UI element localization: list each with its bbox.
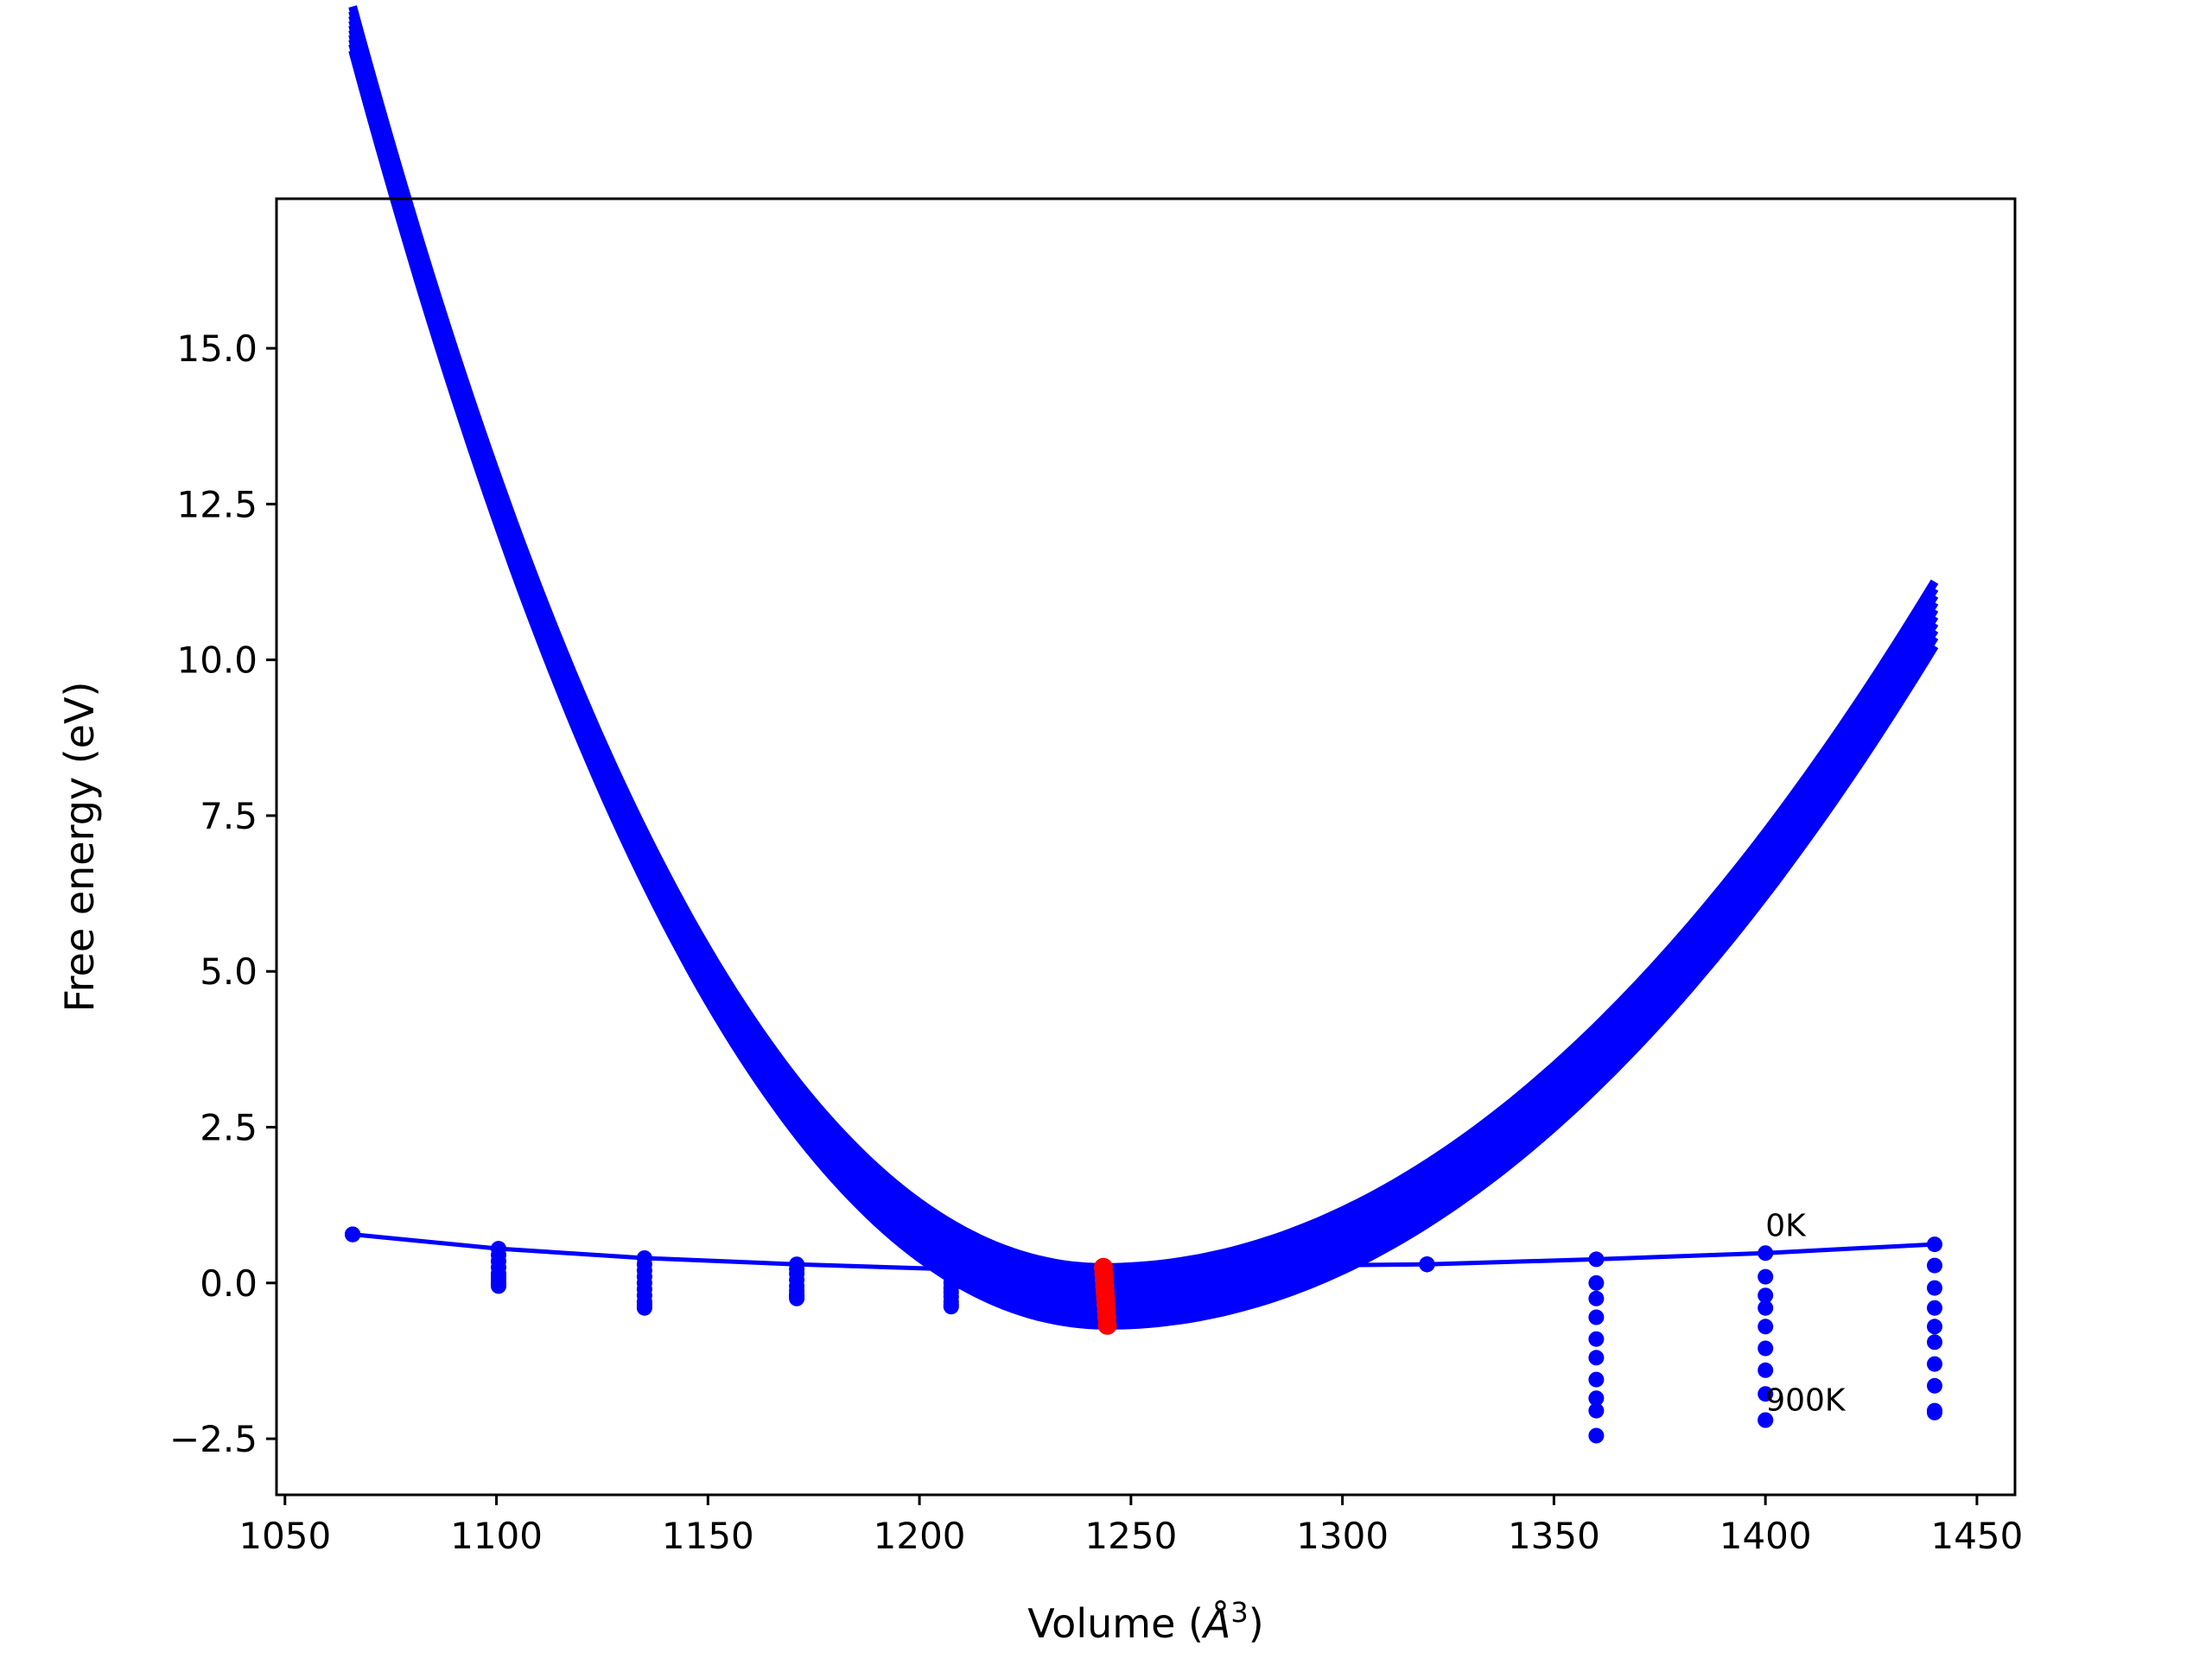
data-point (1758, 1319, 1774, 1335)
x-axis-label: Volume (Å3) (1027, 1596, 1263, 1647)
fit-curve (348, 10, 1939, 1279)
x-axis-label-close: ) (1249, 1600, 1264, 1647)
data-point (1927, 1377, 1942, 1394)
fit-curve (348, 23, 1939, 1297)
data-point (1927, 1280, 1942, 1296)
y-tick-label: 15.0 (176, 327, 257, 370)
x-axis-label-exponent: 3 (1230, 1596, 1248, 1629)
data-point (1758, 1268, 1774, 1285)
data-point (1588, 1251, 1605, 1268)
fit-curve (348, 38, 1939, 1316)
y-tick-label: 12.5 (176, 483, 257, 525)
x-tick-label: 1300 (1296, 1515, 1389, 1557)
fit-curve (348, 14, 1939, 1285)
data-point (1588, 1371, 1605, 1388)
x-tick-label: 1100 (450, 1515, 543, 1557)
data-point (1927, 1356, 1942, 1372)
fit-curves (348, 5, 1939, 1330)
x-tick-label: 1450 (1930, 1515, 2023, 1557)
minima-points (1094, 1257, 1117, 1335)
fit-curve (348, 5, 1939, 1272)
fit-curve (348, 29, 1939, 1303)
minimum-point (1097, 1315, 1117, 1335)
data-point (1758, 1300, 1774, 1316)
y-tick-label: 7.5 (200, 795, 257, 837)
fit-curve (348, 48, 1939, 1330)
data-point (1758, 1362, 1774, 1378)
data-point (789, 1290, 805, 1306)
y-tick-label: 5.0 (200, 950, 257, 993)
data-point (1588, 1390, 1605, 1407)
data-point (1588, 1309, 1605, 1325)
data-point (1927, 1334, 1942, 1351)
data-point (1588, 1331, 1605, 1347)
y-tick-label: −2.5 (169, 1418, 257, 1460)
x-tick-label: 1350 (1508, 1515, 1600, 1557)
annotation-0k: 0K (1765, 1209, 1807, 1244)
data-point (1588, 1350, 1605, 1366)
data-point (1927, 1300, 1942, 1316)
x-tick-label: 1400 (1719, 1515, 1812, 1557)
y-axis-ticks: −2.5 0.0 2.5 5.0 7.5 10.0 12.5 15.0 (169, 327, 276, 1460)
data-point (491, 1278, 506, 1294)
x-tick-label: 1050 (238, 1515, 331, 1557)
data-point (1927, 1404, 1942, 1421)
fit-curve (348, 42, 1939, 1322)
y-tick-label: 0.0 (200, 1262, 257, 1305)
y-axis-label: Free energy (eV) (56, 682, 103, 1013)
data-point (943, 1299, 959, 1315)
x-axis-label-text: Volume ( (1027, 1600, 1204, 1647)
annotation-900k: 900K (1765, 1383, 1847, 1419)
plot-frame (275, 197, 2017, 1497)
data-point (1588, 1290, 1605, 1306)
x-axis-label-unit: Å (1201, 1600, 1230, 1647)
x-axis-ticks: 1050 1100 1150 1200 1250 1300 1350 1400 1450 (238, 1495, 2023, 1557)
y-tick-label: 2.5 (200, 1107, 257, 1149)
data-point (1588, 1274, 1605, 1291)
data-points (345, 1226, 1942, 1444)
data-point (1588, 1427, 1605, 1444)
data-point (345, 1226, 361, 1243)
data-point (1758, 1412, 1774, 1428)
fit-curve (348, 19, 1939, 1291)
data-point (1758, 1340, 1774, 1357)
y-tick-label: 10.0 (176, 639, 257, 682)
data-point (1927, 1257, 1942, 1274)
x-tick-label: 1200 (874, 1515, 966, 1557)
data-point (1927, 1236, 1942, 1253)
fit-curve (348, 33, 1939, 1309)
x-tick-label: 1150 (662, 1515, 754, 1557)
data-point (1419, 1256, 1435, 1273)
data-point (1588, 1402, 1605, 1419)
data-point (636, 1300, 652, 1316)
x-tick-label: 1250 (1084, 1515, 1177, 1557)
data-point (1758, 1386, 1774, 1402)
data-point (1758, 1287, 1774, 1304)
data-point (1758, 1245, 1774, 1262)
data-point (1927, 1319, 1942, 1335)
